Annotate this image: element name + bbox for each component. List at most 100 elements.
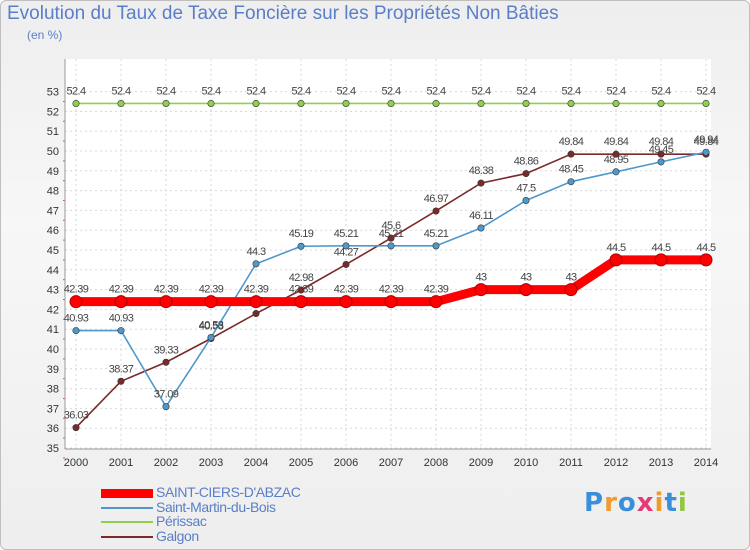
point-perissac bbox=[162, 99, 170, 107]
x-tick-label: 2005 bbox=[289, 457, 313, 469]
point-galgon bbox=[477, 179, 485, 187]
x-tick-label: 2000 bbox=[64, 457, 88, 469]
data-label-perissac: 52.4 bbox=[516, 85, 535, 97]
legend-label: Périssac bbox=[156, 513, 207, 529]
point-saint-martin-du-bois bbox=[522, 197, 530, 205]
point-saint-ciers-d-abzac bbox=[609, 253, 623, 267]
data-label-saint-ciers-d-abzac: 43 bbox=[475, 272, 487, 284]
y-tick-label: 53 bbox=[47, 87, 59, 99]
x-tick-label: 2003 bbox=[199, 457, 223, 469]
point-saint-ciers-d-abzac bbox=[204, 295, 218, 309]
point-saint-martin-du-bois bbox=[387, 242, 395, 250]
point-saint-ciers-d-abzac bbox=[114, 295, 128, 309]
point-perissac bbox=[567, 99, 575, 107]
y-tick-label: 41 bbox=[47, 324, 59, 336]
legend-label: Galgon bbox=[156, 527, 199, 544]
x-tick-label: 2012 bbox=[604, 457, 628, 469]
point-perissac bbox=[432, 99, 440, 107]
point-saint-ciers-d-abzac bbox=[249, 295, 263, 309]
data-label-saint-martin-du-bois: 44.3 bbox=[246, 246, 265, 258]
data-label-perissac: 52.4 bbox=[246, 85, 265, 97]
y-tick-label: 36 bbox=[47, 423, 59, 435]
data-label-perissac: 52.4 bbox=[156, 85, 175, 97]
data-label-saint-martin-du-bois: 45.21 bbox=[424, 228, 449, 240]
x-tick-label: 2006 bbox=[334, 457, 358, 469]
point-perissac bbox=[702, 99, 710, 107]
data-label-saint-martin-du-bois: 40.58 bbox=[199, 320, 224, 332]
point-saint-martin-du-bois bbox=[207, 334, 215, 342]
data-label-galgon: 49.84 bbox=[559, 136, 584, 148]
x-tick-label: 2013 bbox=[649, 457, 673, 469]
y-tick-label: 35 bbox=[47, 443, 59, 455]
x-tick-label: 2014 bbox=[694, 457, 718, 469]
point-saint-ciers-d-abzac bbox=[159, 295, 173, 309]
legend-swatch bbox=[101, 506, 153, 509]
data-label-galgon: 46.97 bbox=[424, 193, 449, 205]
point-perissac bbox=[252, 99, 260, 107]
point-perissac bbox=[522, 99, 530, 107]
point-saint-martin-du-bois bbox=[612, 168, 620, 176]
point-saint-ciers-d-abzac bbox=[294, 295, 308, 309]
data-label-saint-martin-du-bois: 48.95 bbox=[604, 154, 629, 166]
x-tick-label: 2009 bbox=[469, 457, 493, 469]
point-saint-ciers-d-abzac bbox=[654, 253, 668, 267]
data-label-perissac: 52.4 bbox=[291, 85, 310, 97]
point-saint-martin-du-bois bbox=[162, 403, 170, 411]
data-label-saint-martin-du-bois: 49.45 bbox=[649, 144, 674, 156]
y-tick-label: 43 bbox=[47, 285, 59, 297]
data-label-saint-martin-du-bois: 40.93 bbox=[109, 313, 134, 325]
point-perissac bbox=[477, 99, 485, 107]
data-label-saint-martin-du-bois: 49.94 bbox=[694, 134, 719, 146]
point-galgon bbox=[297, 286, 305, 294]
data-label-saint-ciers-d-abzac: 43 bbox=[565, 272, 577, 284]
point-galgon bbox=[567, 150, 575, 158]
y-tick-label: 50 bbox=[47, 146, 59, 158]
data-label-galgon: 38.37 bbox=[109, 363, 134, 375]
x-tick-label: 2002 bbox=[154, 457, 178, 469]
point-saint-martin-du-bois bbox=[432, 242, 440, 250]
data-label-saint-martin-du-bois: 45.19 bbox=[289, 228, 314, 240]
logo-letter: P bbox=[584, 488, 605, 518]
data-label-saint-ciers-d-abzac: 43 bbox=[520, 272, 532, 284]
logo-letter: o bbox=[617, 488, 637, 518]
point-galgon bbox=[387, 234, 395, 242]
point-galgon bbox=[522, 170, 530, 178]
x-tick-label: 2008 bbox=[424, 457, 448, 469]
y-tick-label: 39 bbox=[47, 364, 59, 376]
point-galgon bbox=[432, 207, 440, 215]
data-label-galgon: 44.27 bbox=[334, 246, 359, 258]
y-tick-label: 48 bbox=[47, 186, 59, 198]
data-label-saint-ciers-d-abzac: 44.5 bbox=[651, 242, 670, 254]
data-label-saint-ciers-d-abzac: 44.5 bbox=[696, 242, 715, 254]
data-label-saint-ciers-d-abzac: 42.39 bbox=[109, 284, 134, 296]
data-label-saint-martin-du-bois: 47.5 bbox=[516, 183, 535, 195]
point-saint-ciers-d-abzac bbox=[339, 295, 353, 309]
legend-swatch bbox=[101, 521, 153, 523]
data-label-perissac: 52.4 bbox=[111, 85, 130, 97]
chart-title: Evolution du Taux de Taxe Foncière sur l… bbox=[7, 3, 559, 24]
data-label-saint-ciers-d-abzac: 42.39 bbox=[334, 284, 359, 296]
data-label-saint-ciers-d-abzac: 42.39 bbox=[289, 284, 314, 296]
data-label-saint-ciers-d-abzac: 42.39 bbox=[64, 284, 89, 296]
point-galgon bbox=[612, 150, 620, 158]
point-perissac bbox=[207, 99, 215, 107]
data-label-perissac: 52.4 bbox=[426, 85, 445, 97]
point-saint-martin-du-bois bbox=[567, 178, 575, 186]
data-label-saint-martin-du-bois: 37.09 bbox=[154, 389, 179, 401]
point-saint-ciers-d-abzac bbox=[384, 295, 398, 309]
legend-swatch bbox=[101, 489, 153, 498]
data-label-saint-ciers-d-abzac: 42.39 bbox=[199, 284, 224, 296]
point-perissac bbox=[612, 99, 620, 107]
data-label-perissac: 52.4 bbox=[201, 85, 220, 97]
data-label-perissac: 52.4 bbox=[606, 85, 625, 97]
point-galgon bbox=[117, 377, 125, 385]
point-perissac bbox=[657, 99, 665, 107]
logo-letter: i bbox=[677, 488, 688, 518]
data-label-galgon: 40.53 bbox=[199, 321, 224, 333]
point-saint-martin-du-bois bbox=[657, 158, 665, 166]
data-label-saint-martin-du-bois: 45.21 bbox=[334, 228, 359, 240]
point-perissac bbox=[297, 99, 305, 107]
data-label-galgon: 42.98 bbox=[289, 272, 314, 284]
